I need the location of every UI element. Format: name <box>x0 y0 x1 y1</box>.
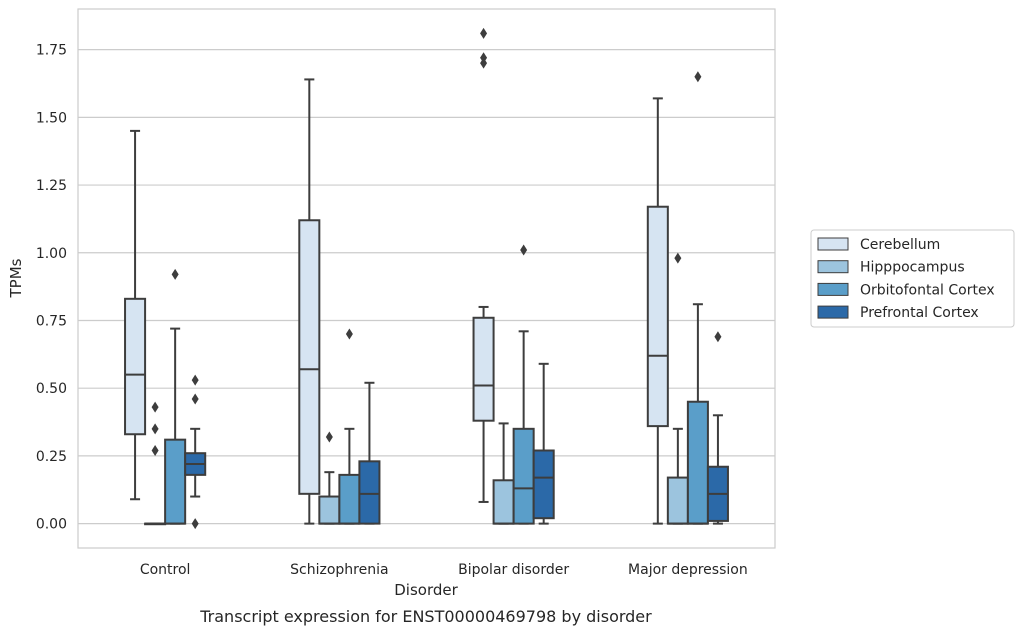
y-tick-label: 1.25 <box>36 178 67 194</box>
y-tick-label: 0.25 <box>36 449 67 465</box>
box-group <box>646 97 669 525</box>
y-axis-label: TPMs <box>7 258 25 298</box>
outlier-point <box>151 444 159 456</box>
box-group <box>298 78 321 525</box>
legend-swatch <box>817 260 849 274</box>
box <box>686 400 709 525</box>
box <box>646 205 669 428</box>
box-group <box>472 27 495 503</box>
legend-item: Orbitofontal Cortex <box>817 282 995 298</box>
y-tick-label: 1.50 <box>36 110 67 126</box>
legend-swatch <box>817 237 849 251</box>
box-group <box>124 129 147 501</box>
box-group <box>686 71 709 525</box>
y-tick-label: 1.00 <box>36 246 67 262</box>
legend-label: Cerebellum <box>860 237 940 253</box>
legend: Cerebellum Hipppocampus Orbitofontal Corte… <box>810 229 1015 328</box>
legend-swatch <box>817 305 849 319</box>
box-group <box>492 422 515 525</box>
legend-frame <box>810 229 1015 328</box>
box-group <box>184 374 207 530</box>
outlier-point <box>480 52 488 64</box>
box <box>298 219 321 495</box>
box <box>532 449 555 520</box>
x-tick-label: Schizophrenia <box>290 562 388 578</box>
outlier-point <box>480 27 488 39</box>
box <box>358 460 381 525</box>
outlier-point <box>325 431 333 443</box>
outlier-point <box>520 244 528 256</box>
outlier-point <box>674 252 682 264</box>
box-group <box>532 362 555 525</box>
box <box>472 316 495 422</box>
outlier-point <box>191 518 199 530</box>
box-group <box>318 431 341 525</box>
x-tick-label: Bipolar disorder <box>458 562 569 578</box>
legend-item: Prefrontal Cortex <box>817 305 979 321</box>
legend-label: Orbitofontal Cortex <box>860 282 995 298</box>
figure-caption: Transcript expression for ENST0000046979… <box>199 607 652 626</box>
outlier-point <box>191 393 199 405</box>
y-tick-label: 0.75 <box>36 313 67 329</box>
legend-item: Cerebellum <box>817 237 940 253</box>
outlier-point <box>714 331 722 343</box>
box-group <box>706 331 729 525</box>
box <box>124 297 147 436</box>
y-tick-label: 1.75 <box>36 43 67 59</box>
outlier-point <box>171 268 179 280</box>
box <box>492 479 515 525</box>
legend-swatch <box>817 282 849 296</box>
box-plots <box>124 27 729 530</box>
box <box>338 473 361 525</box>
outlier-point <box>191 374 199 386</box>
box <box>666 476 689 525</box>
x-axis-label: Disorder <box>394 581 458 599</box>
y-tick-label: 0.50 <box>36 381 67 397</box>
outlier-point <box>151 401 159 413</box>
legend-label: Hipppocampus <box>860 260 965 276</box>
outlier-point <box>694 71 702 83</box>
box <box>164 438 187 525</box>
plot-frame <box>77 8 776 549</box>
x-tick-label: Major depression <box>628 562 748 578</box>
x-tick-label: Control <box>140 562 191 578</box>
legend-label: Prefrontal Cortex <box>860 305 979 321</box>
outlier-point <box>151 423 159 435</box>
x-tick-labels: Control Schizophrenia Bipolar disorder Majo… <box>140 562 748 578</box>
box-group <box>512 244 535 525</box>
box <box>512 427 535 525</box>
box-group <box>358 381 381 525</box>
legend-item: Hipppocampus <box>817 260 965 276</box>
box <box>318 495 341 525</box>
outlier-point <box>345 328 353 340</box>
y-tick-label: 0.00 <box>36 517 67 533</box>
y-tick-labels: 0.00 0.25 0.50 0.75 1.00 1.25 1.50 1.75 <box>36 43 67 533</box>
box-group <box>164 268 187 525</box>
